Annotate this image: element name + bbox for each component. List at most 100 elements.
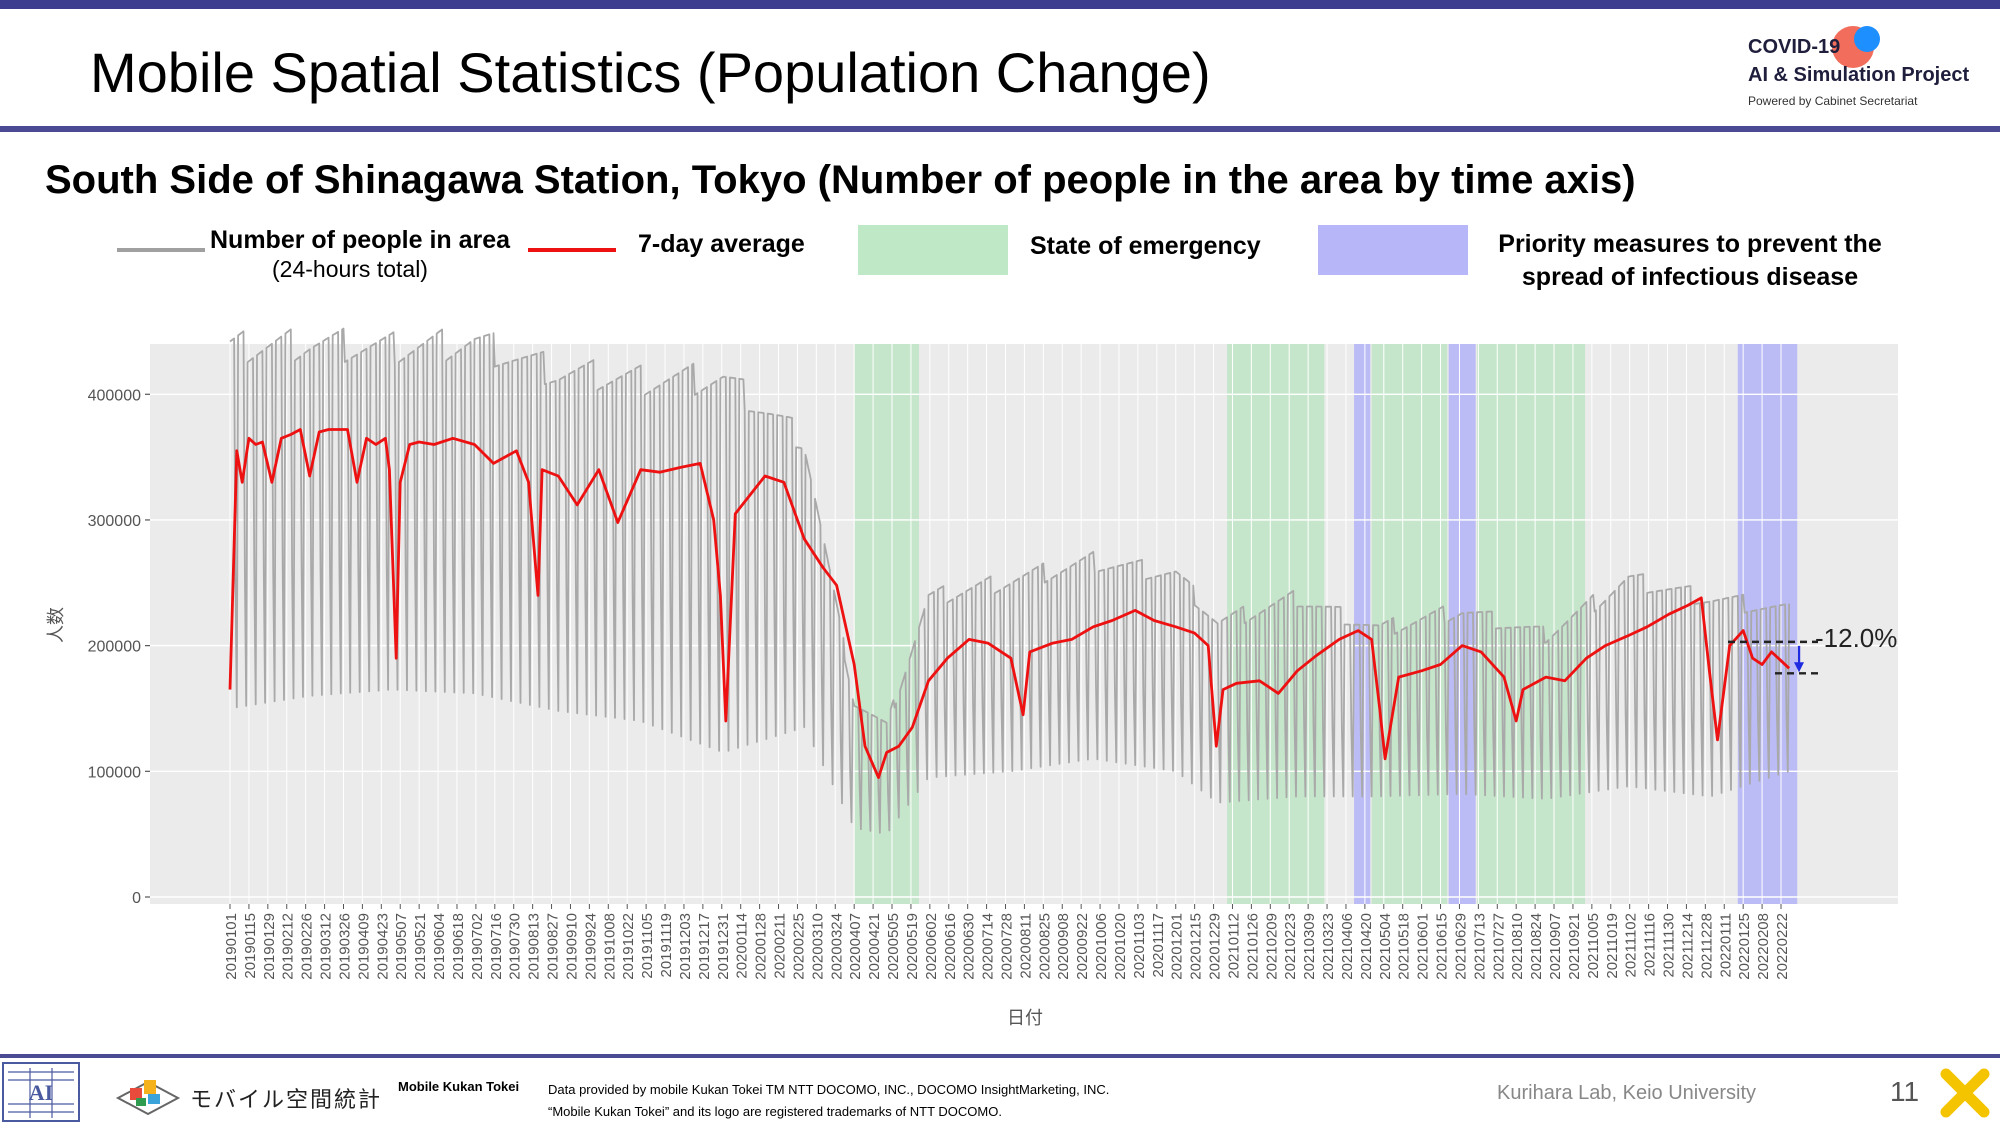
x-tick-label-41: 20200728 — [999, 913, 1016, 980]
x-axis-label: 日付 — [1007, 1008, 1043, 1029]
x-tick-label-30: 20200225 — [790, 913, 807, 980]
y-tick-label-0: 0 — [132, 890, 141, 907]
legend-average-label: 7-day average — [638, 230, 805, 258]
x-tick-label-79: 20220111 — [1717, 913, 1734, 978]
x-tick-label-31: 20200310 — [809, 913, 826, 980]
x-tick-label-39: 20200630 — [961, 913, 978, 980]
x-tick-label-45: 20200922 — [1074, 913, 1091, 980]
x-tick-label-9: 20190507 — [393, 913, 410, 980]
x-tick-label-52: 20201229 — [1207, 913, 1224, 980]
x-tick-label-22: 20191105 — [639, 913, 656, 979]
x-tick-label-70: 20210907 — [1547, 913, 1564, 980]
x-tick-label-40: 20200714 — [980, 913, 997, 980]
shaded-period-4 — [1448, 344, 1476, 904]
page-number: 11 — [1890, 1076, 1920, 1107]
x-tick-label-6: 20190326 — [336, 913, 353, 980]
x-tick-label-37: 20200602 — [923, 913, 940, 980]
x-tick-label-18: 20190910 — [563, 913, 580, 980]
legend-daily-label: Number of people in area — [210, 226, 511, 254]
x-tick-label-43: 20200825 — [1036, 913, 1053, 980]
x-tick-label-50: 20201201 — [1169, 913, 1186, 980]
x-tick-label-72: 20211005 — [1585, 913, 1602, 979]
x-tick-label-71: 20210921 — [1566, 913, 1583, 980]
top-accent-bar — [0, 0, 2000, 9]
x-tick-label-10: 20190521 — [412, 913, 429, 980]
legend-average-swatch — [528, 248, 616, 252]
legend-priority-label-2: spread of infectious disease — [1521, 263, 1859, 291]
footer-brand-jp: モバイル空間統計 — [190, 1087, 383, 1112]
x-tick-label-26: 20191231 — [715, 913, 732, 980]
x-tick-label-48: 20201103 — [1131, 913, 1148, 979]
x-tick-label-54: 20210126 — [1244, 913, 1261, 980]
x-tick-label-81: 20220208 — [1755, 913, 1772, 980]
x-tick-label-36: 20200519 — [904, 913, 921, 980]
svg-text:AI: AI — [29, 1080, 53, 1105]
x-tick-label-46: 20201006 — [1093, 913, 1110, 980]
x-tick-label-34: 20200421 — [866, 913, 883, 980]
x-logo-icon — [1940, 1068, 1990, 1118]
x-tick-label-67: 20210727 — [1490, 913, 1507, 980]
x-tick-label-17: 20190827 — [545, 913, 562, 980]
x-tick-label-80: 20220125 — [1736, 913, 1753, 980]
x-tick-label-82: 20220222 — [1774, 913, 1791, 980]
x-tick-label-62: 20210518 — [1396, 913, 1413, 980]
x-tick-label-74: 20211102 — [1623, 913, 1640, 978]
x-tick-label-61: 20210504 — [1377, 913, 1394, 980]
footer: AI モバイル空間統計 Mobile Kukan Tokei Data prov… — [0, 1058, 2000, 1125]
x-tick-label-11: 20190604 — [431, 913, 448, 980]
legend-daily-sublabel: (24-hours total) — [272, 256, 428, 282]
x-tick-label-12: 20190618 — [450, 913, 467, 980]
x-tick-label-65: 20210629 — [1452, 913, 1469, 980]
footer-divider — [0, 1054, 2000, 1058]
x-tick-label-69: 20210824 — [1528, 913, 1545, 980]
annotation-arrow-head — [1794, 662, 1804, 673]
legend-priority-label-1: Priority measures to prevent the — [1498, 230, 1882, 258]
y-tick-label-2: 200000 — [88, 639, 141, 656]
x-tick-label-56: 20210223 — [1282, 913, 1299, 980]
logo-line-1: COVID-19 — [1748, 36, 1841, 58]
series-7day-average-line — [228, 428, 1791, 779]
x-tick-label-47: 20201020 — [1112, 913, 1129, 980]
x-tick-label-58: 20210323 — [1320, 913, 1337, 980]
x-tick-label-75: 20211116 — [1642, 913, 1659, 976]
x-tick-label-51: 20201215 — [1188, 913, 1205, 980]
logo-line-2: AI & Simulation Project — [1748, 64, 1970, 86]
slide-title: Mobile Spatial Statistics (Population Ch… — [90, 41, 1211, 104]
x-tick-label-1: 20190115 — [242, 913, 259, 979]
x-tick-label-13: 20190702 — [469, 913, 486, 980]
x-tick-label-29: 20200211 — [772, 913, 789, 979]
x-tick-label-27: 20200114 — [734, 913, 751, 979]
x-tick-label-33: 20200407 — [847, 913, 864, 980]
legend-emergency-label: State of emergency — [1030, 232, 1261, 260]
logo-blue-circle — [1854, 26, 1880, 52]
shaded-period-1 — [1227, 344, 1325, 904]
chart-legend: Number of people in area (24-hours total… — [0, 220, 2000, 300]
x-tick-label-24: 20191203 — [677, 913, 694, 980]
x-tick-label-19: 20190924 — [582, 913, 599, 980]
x-tick-label-7: 20190409 — [355, 913, 372, 980]
legend-emergency-swatch — [858, 225, 1008, 275]
shaded-period-0 — [854, 344, 920, 904]
footer-provided-by: Data provided by mobile Kukan Tokei TM N… — [548, 1079, 1109, 1123]
x-tick-label-57: 20210309 — [1301, 913, 1318, 980]
x-tick-label-38: 20200616 — [942, 913, 959, 980]
population-chart: 0 100000 200000 300000 400000 20190101 2019011… — [46, 327, 1898, 1029]
x-tick-label-64: 20210615 — [1434, 913, 1451, 980]
legend-daily-swatch — [117, 248, 205, 252]
y-tick-label-1: 100000 — [88, 764, 141, 781]
annotation-percent-label: -12.0% — [1815, 623, 1897, 653]
footer-lab: Kurihara Lab, Keio University — [1497, 1082, 1757, 1104]
covid19-project-logo: COVID-19 AI & Simulation Project Powered… — [1748, 22, 1978, 117]
footer-trademark-text: “Mobile Kukan Tokei” and its logo are re… — [548, 1104, 1002, 1119]
x-tick-label-66: 20210713 — [1471, 913, 1488, 980]
x-tick-label-35: 20200505 — [885, 913, 902, 980]
x-tick-label-78: 20211228 — [1698, 913, 1715, 979]
x-tick-label-0: 20190101 — [223, 913, 240, 980]
x-tick-label-76: 20211130 — [1661, 913, 1678, 978]
shaded-period-5 — [1477, 344, 1586, 904]
y-axis-label: 人数 — [46, 607, 67, 643]
y-tick-label-4: 400000 — [88, 387, 141, 404]
x-tick-label-2: 20190129 — [261, 913, 278, 980]
x-tick-label-60: 20210420 — [1358, 913, 1375, 980]
y-tick-label-3: 300000 — [88, 513, 141, 530]
